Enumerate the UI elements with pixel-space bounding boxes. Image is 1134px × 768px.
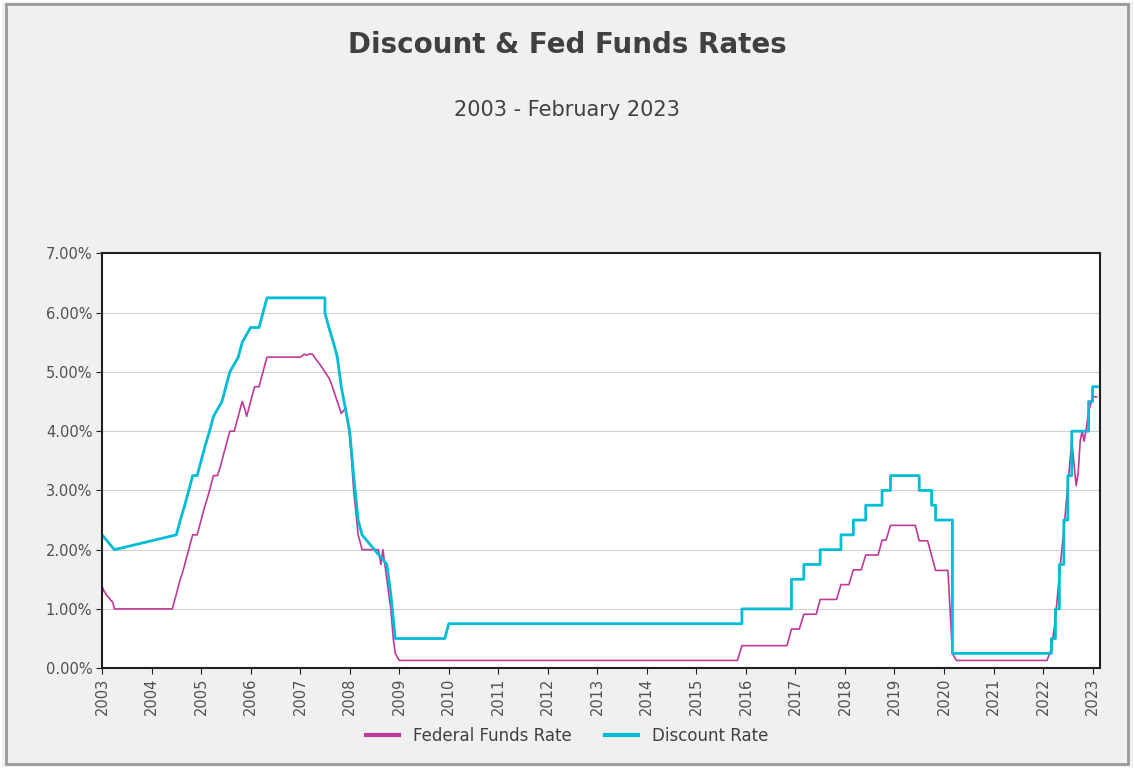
Discount Rate <box>174 515 187 525</box>
Federal Funds Rate <box>652 656 666 665</box>
Federal Funds Rate <box>95 590 109 599</box>
Line: Discount Rate: Discount Rate <box>102 298 1098 654</box>
Line: Federal Funds Rate: Federal Funds Rate <box>102 354 1097 660</box>
Discount Rate <box>1052 560 1066 569</box>
Federal Funds Rate <box>297 349 311 359</box>
Federal Funds Rate <box>135 604 149 614</box>
Federal Funds Rate <box>689 656 703 665</box>
Discount Rate <box>108 545 121 554</box>
Federal Funds Rate <box>392 656 406 665</box>
Discount Rate <box>946 649 959 658</box>
Discount Rate <box>1091 382 1105 392</box>
Text: 2003 - February 2023: 2003 - February 2023 <box>454 100 680 120</box>
Text: Discount & Fed Funds Rates: Discount & Fed Funds Rates <box>348 31 786 58</box>
Discount Rate <box>95 530 109 539</box>
Discount Rate <box>194 456 208 465</box>
Federal Funds Rate <box>1090 392 1103 402</box>
Federal Funds Rate <box>446 656 459 665</box>
Discount Rate <box>1036 649 1050 658</box>
Discount Rate <box>785 574 798 584</box>
Legend: Federal Funds Rate, Discount Rate: Federal Funds Rate, Discount Rate <box>359 720 775 752</box>
Federal Funds Rate <box>764 641 778 650</box>
Discount Rate <box>260 293 273 303</box>
Federal Funds Rate <box>263 353 277 362</box>
